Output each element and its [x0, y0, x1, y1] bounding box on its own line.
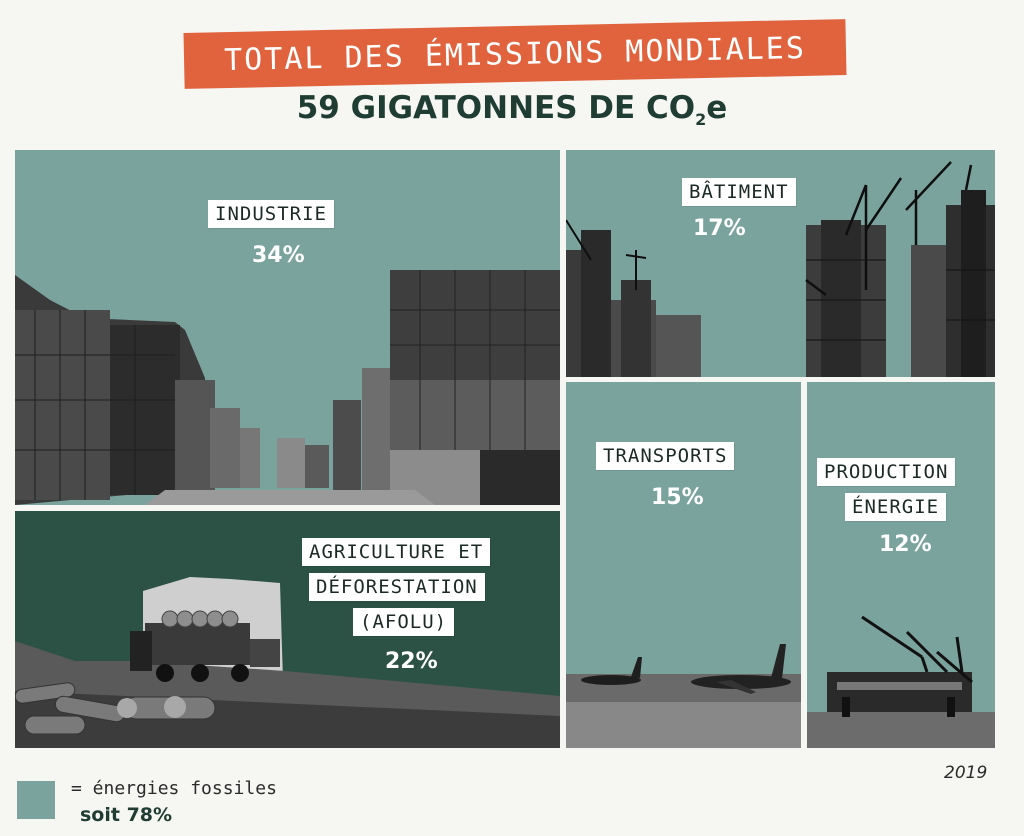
legend-swatch: [17, 781, 55, 819]
percent-industrie: 34%: [252, 243, 305, 268]
legend-text: = énergies fossiles: [71, 778, 277, 799]
page-title: TOTAL DES ÉMISSIONS MONDIALES: [223, 30, 807, 78]
airport-photo: [566, 644, 801, 748]
tile-transports: TRANSPORTS 15%: [566, 382, 801, 748]
label-afolu-line1: AGRICULTURE ET: [302, 538, 491, 566]
tile-afolu: AGRICULTURE ET DÉFORESTATION (AFOLU) 22%: [15, 511, 560, 748]
label-transports: TRANSPORTS: [596, 442, 735, 470]
tile-production-energie: PRODUCTION ÉNERGIE 12%: [807, 382, 995, 748]
percent-transports: 15%: [651, 485, 704, 510]
label-production-energie-line1: PRODUCTION: [817, 458, 956, 486]
legend-total: soit 78%: [80, 804, 173, 826]
label-afolu-line2: DÉFORESTATION: [309, 573, 485, 601]
percent-production-energie: 12%: [879, 532, 932, 557]
year-label: 2019: [944, 763, 988, 783]
containers-photo: [15, 270, 560, 505]
percent-batiment: 17%: [693, 216, 746, 241]
page-subtitle: 59 GIGATONNES DE CO2e: [0, 90, 1024, 129]
subtitle-subscript: 2: [695, 110, 707, 130]
label-batiment: BÂTIMENT: [682, 178, 796, 206]
oil-platform-photo: [807, 615, 995, 748]
percent-afolu: 22%: [385, 649, 438, 674]
label-industrie: INDUSTRIE: [208, 200, 334, 228]
subtitle-main: 59 GIGATONNES DE CO: [296, 90, 696, 126]
tile-batiment: BÂTIMENT 17%: [566, 150, 995, 377]
tile-industrie: INDUSTRIE 34%: [15, 150, 560, 505]
subtitle-end: e: [706, 90, 728, 126]
label-production-energie-line2: ÉNERGIE: [845, 493, 947, 521]
buildings-cranes-photo: [566, 161, 995, 377]
label-afolu-line3: (AFOLU): [353, 608, 455, 636]
title-banner: TOTAL DES ÉMISSIONS MONDIALES: [183, 19, 847, 89]
logging-truck-photo: [15, 577, 560, 748]
